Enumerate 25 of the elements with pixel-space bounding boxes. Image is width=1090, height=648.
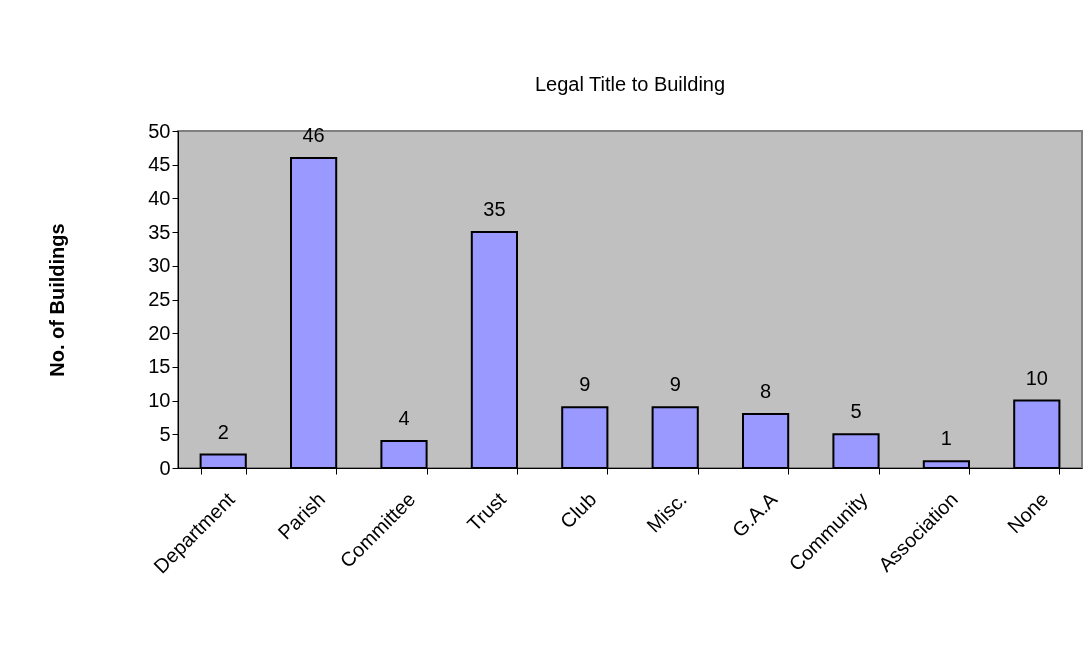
y-tick-label: 15 (148, 355, 171, 378)
data-label: 46 (302, 123, 325, 146)
y-tick-label: 20 (148, 321, 171, 344)
y-tick-label: 10 (148, 389, 171, 412)
data-label: 35 (483, 198, 506, 221)
y-tick-label: 25 (148, 288, 171, 310)
data-label: 4 (398, 407, 410, 430)
data-label: 9 (579, 373, 591, 396)
y-tick-label: 40 (148, 186, 171, 209)
x-tick-label: Club (555, 488, 601, 533)
chart-title: Legal Title to Building (534, 73, 726, 95)
x-tick-label: Misc. (642, 488, 691, 537)
data-label: 9 (669, 373, 681, 396)
y-tick-label: 35 (148, 220, 171, 243)
y-tick-label: 0 (159, 456, 171, 479)
y-tick-label: 30 (148, 254, 171, 277)
data-label: 10 (1025, 366, 1048, 389)
y-axis-title: No. of Buildings (46, 223, 69, 377)
y-tick-label: 45 (148, 153, 171, 176)
data-label: 2 (217, 420, 229, 443)
data-label: 8 (760, 380, 772, 403)
y-tick-label: 5 (159, 422, 171, 445)
data-label: 5 (850, 400, 862, 423)
data-label: 1 (940, 427, 952, 450)
y-tick-label: 50 (148, 119, 171, 142)
